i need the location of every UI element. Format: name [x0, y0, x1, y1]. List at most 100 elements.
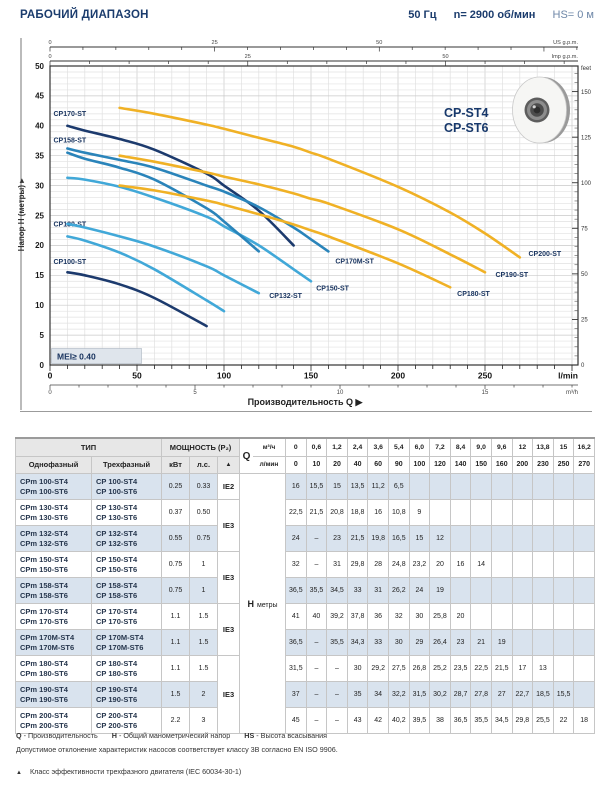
- head-value-cell: 35,5: [305, 577, 328, 604]
- metres-tick-label: 45: [35, 92, 44, 101]
- power-hp-value: 1.5: [189, 655, 218, 682]
- head-value-cell: 18,5: [532, 681, 554, 708]
- head-value-cell: 21,5: [305, 499, 328, 526]
- head-value-cell: 23,2: [408, 551, 431, 578]
- feet-tick-label: 25: [581, 318, 588, 324]
- power-header: МОЩНОСТЬ (Р₂): [160, 437, 241, 457]
- head-value-cell: [490, 577, 513, 604]
- head-value-cell: [449, 499, 472, 526]
- suction-head-value: HS= 0 м: [552, 9, 595, 21]
- head-value-cell: 34,5: [326, 577, 348, 604]
- flow-lmin-header-cell: 60: [367, 455, 389, 474]
- model-label-2: CP-ST6: [444, 121, 489, 135]
- flow-lmin-header-cell: 150: [470, 455, 492, 474]
- three-phase-model: CP 130-ST4 CP 130-ST6: [91, 499, 162, 526]
- head-value-cell: –: [326, 655, 348, 682]
- single-phase-model: CPm 170M-ST4 CPm 170M-ST6: [15, 629, 92, 656]
- head-value-cell: 32: [285, 551, 307, 578]
- head-value-cell: 29,8: [511, 707, 534, 734]
- efficiency-class-value: IE3: [216, 551, 241, 604]
- table-row: CPm 200-ST4 CPm 200-ST6 CP 200-ST4 CP 200-S…: [15, 707, 595, 734]
- head-value-cell: [470, 499, 492, 526]
- head-value-cell: 34,3: [346, 629, 369, 656]
- legend-q: Q- Производительность: [16, 731, 98, 740]
- flow-m3h-header-cell: 0,6: [305, 437, 328, 457]
- head-value-cell: 20: [449, 603, 472, 630]
- pump-curve: [118, 154, 487, 274]
- table-row: CPm 180-ST4 CPm 180-ST6 CP 180-ST4 CP 180-S…: [15, 655, 595, 734]
- power-kw-value: 0.37: [161, 499, 190, 526]
- head-value-cell: –: [305, 525, 328, 552]
- head-value-cell: 32,2: [387, 681, 410, 708]
- head-value-cell: [532, 473, 554, 500]
- three-phase-model: CP 170-ST4 CP 170-ST6: [91, 603, 162, 630]
- efficiency-class-header: ▲: [216, 455, 241, 474]
- feet-unit-label: feet: [581, 66, 591, 72]
- us-gpm-tick-label: 25: [212, 40, 218, 46]
- head-value-cell: 29,2: [367, 655, 389, 682]
- m3h-tick-label: 10: [337, 390, 344, 396]
- head-value-cell: [573, 525, 595, 552]
- flow-m3h-header-cell: 1,2: [326, 437, 348, 457]
- flow-m3h-header-cell: 0: [285, 437, 307, 457]
- head-value-cell: 16,5: [387, 525, 410, 552]
- head-value-cell: 31: [326, 551, 348, 578]
- m3h-tick-label: 15: [482, 390, 489, 396]
- head-value-cell: 19: [490, 629, 513, 656]
- head-value-cell: 45: [285, 707, 307, 734]
- head-value-cell: [511, 473, 534, 500]
- head-value-cell: [552, 603, 575, 630]
- table-row: CPm 100-ST4 CPm 100-ST6 CP 100-ST4 CP 100-S…: [15, 473, 595, 734]
- flow-lmin-header-cell: 0: [285, 455, 307, 474]
- pump-curve-label: CP180-ST: [457, 291, 490, 298]
- head-value-cell: [532, 551, 554, 578]
- single-phase-model: CPm 132-ST4 CPm 132-ST6: [15, 525, 92, 552]
- flow-m3h-header-cell: 12: [511, 437, 534, 457]
- q-label: Q: [242, 450, 251, 462]
- pump-curve: [66, 151, 261, 253]
- head-value-cell: 30: [387, 629, 410, 656]
- head-value-cell: [532, 629, 554, 656]
- flow-m3h-header-cell: 2,4: [346, 437, 369, 457]
- feet-tick-label: 100: [581, 181, 592, 187]
- head-value-cell: 35,5: [470, 707, 492, 734]
- speed-value: n= 2900 об/мин: [453, 9, 536, 21]
- three-phase-model: CP 190-ST4 CP 190-ST6: [91, 681, 162, 708]
- lmin-tick-label: 150: [304, 371, 318, 381]
- head-value-cell: 31,5: [285, 655, 307, 682]
- pump-curve: [66, 147, 330, 253]
- pump-curve: [66, 235, 226, 313]
- single-phase-model: CPm 100-ST4 CPm 100-ST6: [15, 473, 92, 500]
- metres-tick-label: 5: [40, 331, 45, 340]
- head-value-cell: 22,5: [285, 499, 307, 526]
- flow-lmin-header-cell: 250: [552, 455, 575, 474]
- type-header: ТИП: [15, 437, 162, 457]
- hp-header: л.с.: [189, 455, 218, 474]
- head-value-cell: [552, 629, 575, 656]
- m3h-tick-label: 5: [193, 390, 197, 396]
- lmin-tick-label: 0: [48, 371, 53, 381]
- flow-lmin-header-cell: 230: [532, 455, 554, 474]
- tolerance-note: Допустимое отклонение характеристик насо…: [16, 745, 338, 754]
- lmin-tick-label: 50: [132, 371, 142, 381]
- head-value-cell: [511, 629, 534, 656]
- kw-header: кВт: [161, 455, 190, 474]
- power-kw-value: 2.2: [161, 707, 190, 734]
- us-gpm-tick-label: 50: [376, 40, 382, 46]
- single-phase-model: CPm 180-ST4 CPm 180-ST6: [15, 655, 92, 682]
- head-value-cell: 36,5: [285, 629, 307, 656]
- flow-lmin-header-cell: 270: [573, 455, 595, 474]
- flow-lmin-header-cell: 90: [387, 455, 410, 474]
- power-hp-value: 0.33: [189, 473, 218, 500]
- metres-tick-label: 20: [35, 241, 44, 250]
- mei-badge-box: [51, 348, 142, 364]
- head-value-cell: 32: [387, 603, 410, 630]
- head-value-cell: 20,8: [326, 499, 348, 526]
- power-hp-value: 1.5: [189, 629, 218, 656]
- head-value-cell: –: [305, 681, 328, 708]
- single-phase-model: CPm 200-ST4 CPm 200-ST6: [15, 707, 92, 734]
- power-kw-value: 0.75: [161, 551, 190, 578]
